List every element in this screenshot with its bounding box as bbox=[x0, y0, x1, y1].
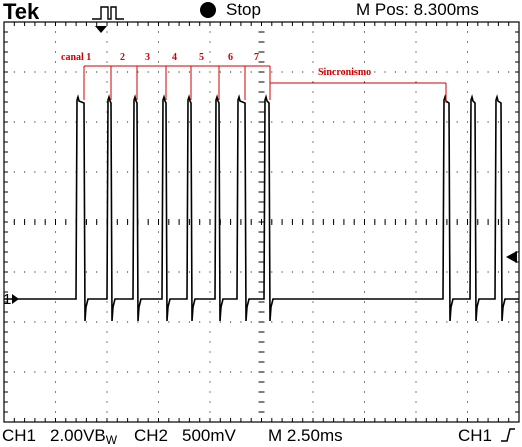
ch2-label: CH2 bbox=[134, 426, 169, 445]
acquisition-status-icon bbox=[200, 2, 216, 18]
ch1-ground-marker: 1 bbox=[3, 291, 11, 308]
ch1-label: CH1 bbox=[2, 426, 37, 445]
ch1-scale: 2.00VBW bbox=[50, 426, 118, 447]
annotation-channel-6: 6 bbox=[228, 52, 233, 63]
ch1-waveform bbox=[4, 94, 519, 322]
horizontal-position: M Pos: 8.300ms bbox=[356, 0, 479, 19]
brand-logo: Tek bbox=[3, 0, 40, 24]
annotation-canal-1: canal 1 bbox=[61, 52, 91, 63]
top-status-bar: Tek Stop M Pos: 8.300ms bbox=[0, 0, 522, 33]
ch2-scale: 500mV bbox=[182, 426, 236, 445]
rising-edge-icon bbox=[501, 428, 515, 442]
trigger-level-icon bbox=[506, 251, 517, 263]
graticule bbox=[3, 21, 520, 423]
trigger-position-icon bbox=[92, 6, 124, 33]
annotation-channel-7: 7 bbox=[254, 52, 259, 63]
annotation-sync: Sincronismo bbox=[318, 67, 371, 78]
annotation-channel-2: 2 bbox=[120, 52, 125, 63]
trigger-source: CH1 bbox=[458, 426, 493, 445]
bottom-settings-bar: CH1 2.00VBW CH2 500mV M 2.50ms CH1 bbox=[0, 424, 522, 447]
annotation-channel-4: 4 bbox=[172, 52, 177, 63]
annotation-channel-3: 3 bbox=[145, 52, 150, 63]
acquisition-status: Stop bbox=[226, 0, 261, 19]
timebase: M 2.50ms bbox=[268, 426, 343, 445]
ch1-ground-arrow-icon bbox=[12, 294, 19, 304]
annotation-channel-5: 5 bbox=[199, 52, 204, 63]
annotation-markers bbox=[83, 65, 447, 103]
